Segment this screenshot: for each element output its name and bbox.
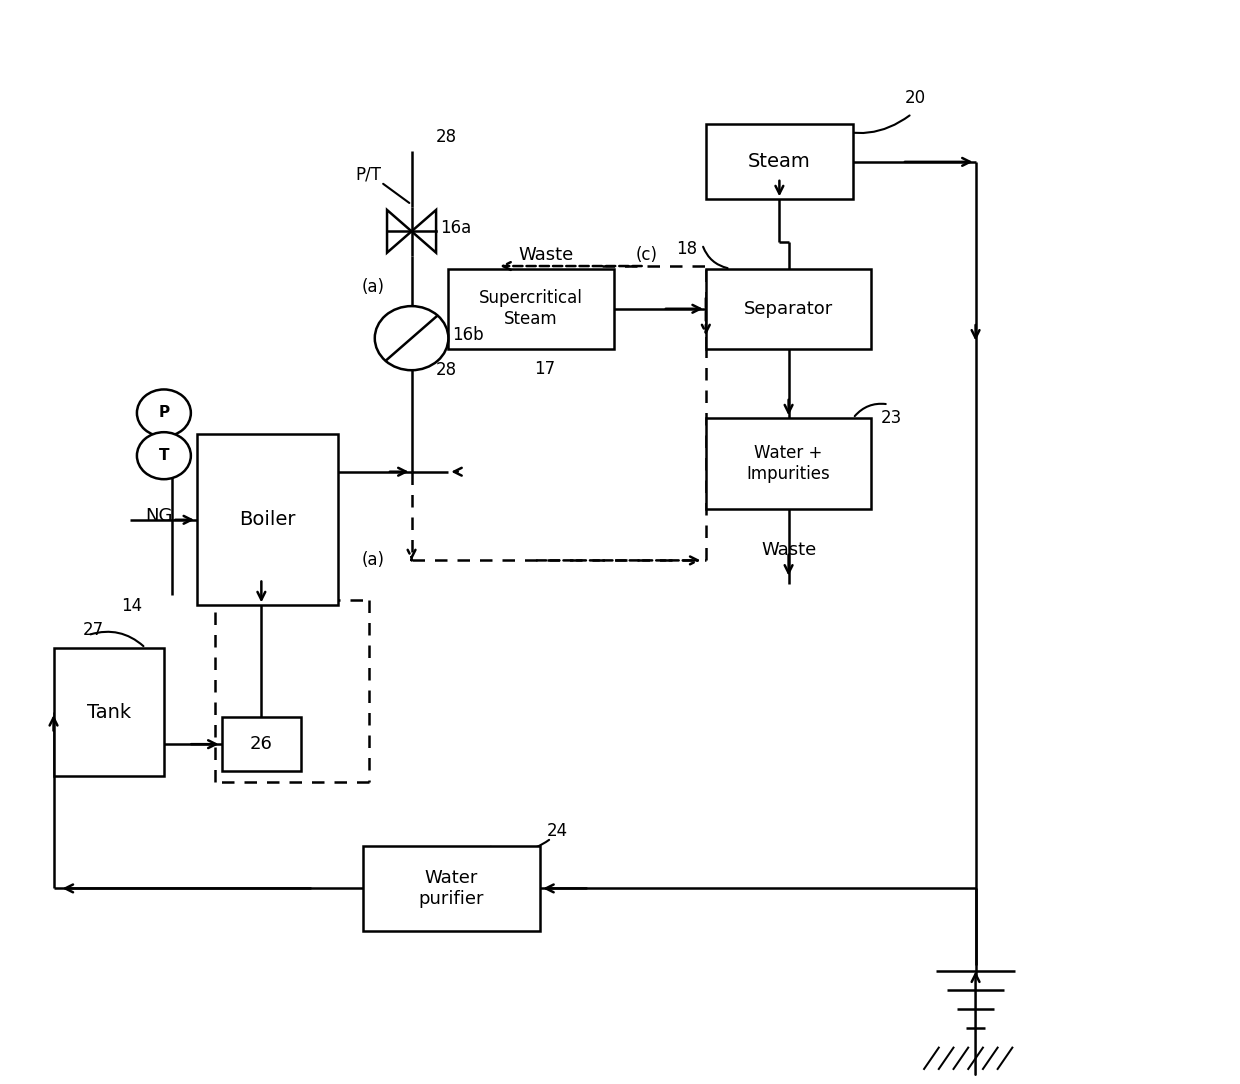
Text: 18: 18 bbox=[676, 241, 697, 258]
Text: T: T bbox=[159, 448, 169, 463]
Text: P/T: P/T bbox=[356, 166, 382, 183]
Text: (a): (a) bbox=[362, 278, 384, 296]
Bar bbox=[706, 125, 853, 199]
Text: P: P bbox=[159, 405, 170, 421]
Text: (c): (c) bbox=[636, 246, 658, 263]
Text: Tank: Tank bbox=[87, 702, 130, 722]
Bar bbox=[222, 718, 301, 771]
Polygon shape bbox=[387, 210, 412, 253]
Bar bbox=[197, 435, 339, 605]
Text: Water
purifier: Water purifier bbox=[419, 869, 484, 907]
Text: 24: 24 bbox=[547, 823, 568, 840]
Text: Supercritical
Steam: Supercritical Steam bbox=[479, 289, 583, 328]
Text: (a): (a) bbox=[362, 552, 384, 569]
Text: Waste: Waste bbox=[518, 246, 573, 263]
Text: 20: 20 bbox=[904, 89, 925, 107]
Text: 23: 23 bbox=[882, 409, 903, 427]
Text: 17: 17 bbox=[534, 360, 556, 377]
Circle shape bbox=[136, 389, 191, 437]
Text: Boiler: Boiler bbox=[239, 511, 296, 529]
Circle shape bbox=[374, 306, 449, 371]
Text: 27: 27 bbox=[83, 621, 104, 640]
Text: 28: 28 bbox=[436, 128, 458, 146]
Text: NG: NG bbox=[145, 506, 172, 525]
Bar bbox=[706, 269, 872, 349]
Circle shape bbox=[136, 433, 191, 479]
Text: 26: 26 bbox=[250, 735, 273, 753]
Bar bbox=[53, 648, 164, 776]
Text: Steam: Steam bbox=[748, 153, 811, 171]
Text: Water +
Impurities: Water + Impurities bbox=[746, 444, 831, 483]
Bar bbox=[706, 418, 872, 509]
Bar bbox=[362, 846, 541, 931]
Text: 28: 28 bbox=[436, 361, 458, 378]
Text: Separator: Separator bbox=[744, 300, 833, 318]
Text: 16b: 16b bbox=[453, 326, 484, 344]
Bar bbox=[449, 269, 614, 349]
Text: 16a: 16a bbox=[440, 219, 471, 237]
Polygon shape bbox=[412, 210, 436, 253]
Text: 14: 14 bbox=[120, 596, 141, 615]
Text: Waste: Waste bbox=[761, 541, 817, 559]
